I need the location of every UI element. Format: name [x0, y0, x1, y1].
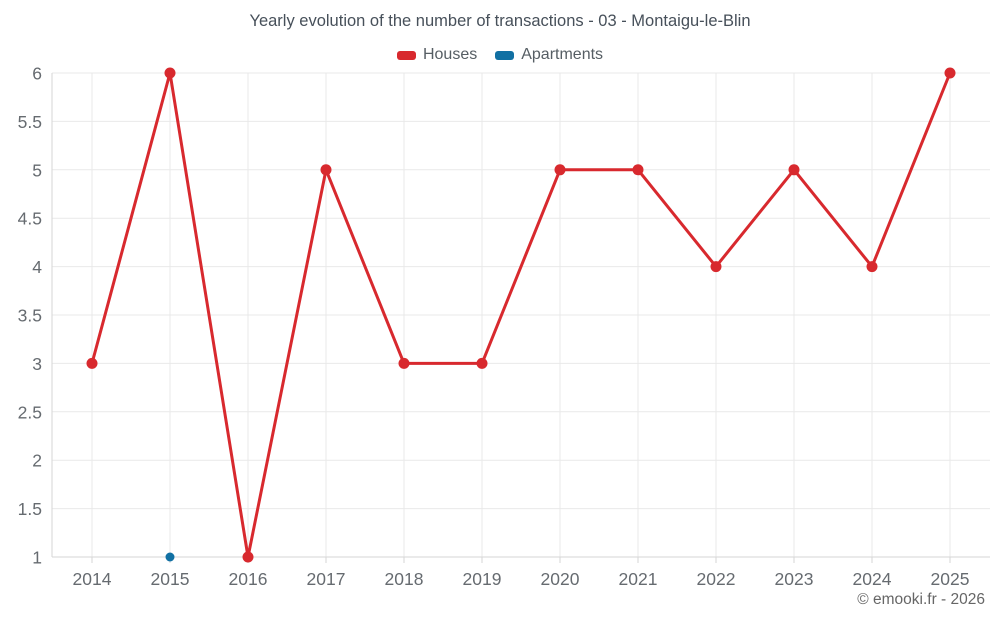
x-axis-tick-label: 2024	[853, 569, 892, 589]
y-axis-tick-label: 5.5	[18, 112, 42, 132]
y-axis-tick-label: 3.5	[18, 306, 42, 326]
houses-legend-label: Houses	[422, 46, 478, 63]
y-axis-tick-label: 4.5	[18, 209, 42, 229]
houses-point-2015[interactable]	[164, 67, 176, 79]
houses-point-2020[interactable]	[554, 164, 566, 176]
y-axis-tick-label: 5	[32, 160, 42, 180]
houses-point-2022[interactable]	[710, 261, 722, 273]
y-axis-tick-label: 2	[32, 451, 42, 471]
x-axis-tick-label: 2020	[541, 569, 580, 589]
x-axis-tick-label: 2021	[619, 569, 658, 589]
y-axis-tick-label: 6	[32, 64, 42, 84]
houses-point-2021[interactable]	[632, 164, 644, 176]
x-axis-tick-label: 2016	[229, 569, 268, 589]
apartments-legend-label: Apartments	[521, 46, 604, 63]
x-axis-tick-label: 2023	[775, 569, 814, 589]
y-axis-tick-label: 4	[32, 257, 42, 277]
x-axis-tick-label: 2025	[931, 569, 970, 589]
chart-legend: Houses Apartments	[0, 46, 1000, 64]
x-axis-tick-label: 2022	[697, 569, 736, 589]
attribution-text: © emooki.fr - 2026	[857, 591, 985, 608]
x-axis-tick-label: 2017	[307, 569, 346, 589]
houses-point-2023[interactable]	[788, 164, 800, 176]
houses-series-line	[90, 71, 952, 559]
houses-point-2016[interactable]	[242, 551, 254, 563]
houses-point-2024[interactable]	[866, 261, 878, 273]
y-axis-tick-label: 1.5	[18, 499, 42, 519]
legend-item-houses[interactable]: Houses	[396, 46, 478, 64]
houses-point-2014[interactable]	[86, 357, 98, 369]
chart-title: Yearly evolution of the number of transa…	[249, 12, 751, 30]
houses-point-2017[interactable]	[320, 164, 332, 176]
houses-point-2019[interactable]	[476, 357, 488, 369]
y-axis-tick-label: 2.5	[18, 402, 42, 422]
houses-legend-marker-icon	[396, 50, 416, 60]
apartments-point-2015[interactable]	[165, 552, 175, 562]
apartments-legend-marker-icon	[495, 50, 515, 60]
houses-point-2018[interactable]	[398, 357, 410, 369]
y-axis-tick-label: 3	[32, 354, 42, 374]
x-axis-tick-label: 2018	[385, 569, 424, 589]
x-axis-tick-label: 2019	[463, 569, 502, 589]
x-axis-tick-label: 2014	[73, 569, 112, 589]
y-axis-tick-label: 1	[32, 548, 42, 568]
houses-point-2025[interactable]	[944, 67, 956, 79]
legend-item-apartments[interactable]: Apartments	[495, 46, 603, 64]
x-axis-tick-label: 2015	[151, 569, 190, 589]
